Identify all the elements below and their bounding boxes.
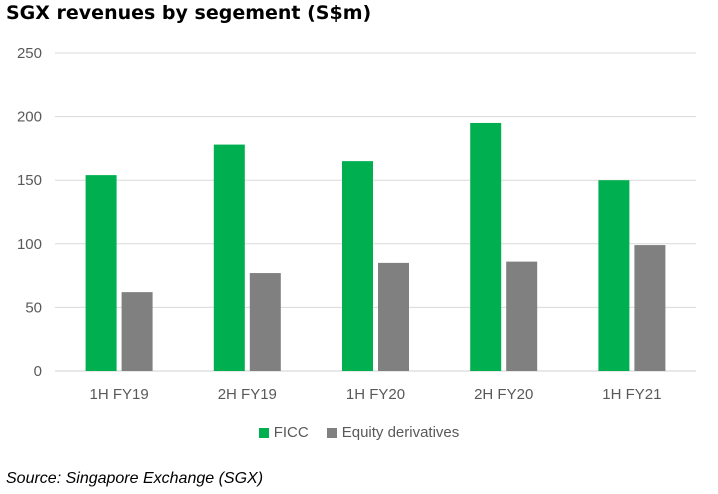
bar-ficc <box>598 180 630 371</box>
y-tick-label: 50 <box>25 299 42 316</box>
bar-equity-derivatives <box>506 261 538 371</box>
legend: FICC Equity derivatives <box>0 424 718 441</box>
y-tick-label: 250 <box>17 45 42 62</box>
source-note: Source: Singapore Exchange (SGX) <box>6 470 264 487</box>
bar-equity-derivatives <box>634 245 666 371</box>
x-tick-label: 2H FY20 <box>474 386 533 403</box>
y-tick-label: 200 <box>17 109 42 126</box>
bar-ficc <box>342 161 373 371</box>
y-tick-label: 0 <box>34 363 42 380</box>
legend-item-ficc: FICC <box>258 424 309 441</box>
chart-title: SGX revenues by segement (S$m) <box>6 2 372 24</box>
x-tick-label: 1H FY19 <box>89 386 148 403</box>
legend-swatch-ficc <box>258 427 269 438</box>
bar-ficc <box>213 144 245 371</box>
bar-equity-derivatives <box>378 262 409 371</box>
x-tick-label: 1H FY20 <box>346 386 405 403</box>
bar-equity-derivatives <box>121 292 153 371</box>
bar-equity-derivatives <box>249 273 281 371</box>
legend-item-equity-derivatives: Equity derivatives <box>326 424 460 441</box>
y-tick-label: 100 <box>17 236 42 253</box>
legend-swatch-equity-derivatives <box>326 427 337 438</box>
legend-label-ficc: FICC <box>273 424 309 441</box>
legend-label-equity-derivatives: Equity derivatives <box>341 424 460 441</box>
x-tick-label: 1H FY21 <box>602 386 661 403</box>
bar-ficc <box>85 175 117 371</box>
x-tick-label: 2H FY19 <box>218 386 277 403</box>
y-tick-label: 150 <box>17 172 42 189</box>
bar-ficc <box>470 122 502 372</box>
